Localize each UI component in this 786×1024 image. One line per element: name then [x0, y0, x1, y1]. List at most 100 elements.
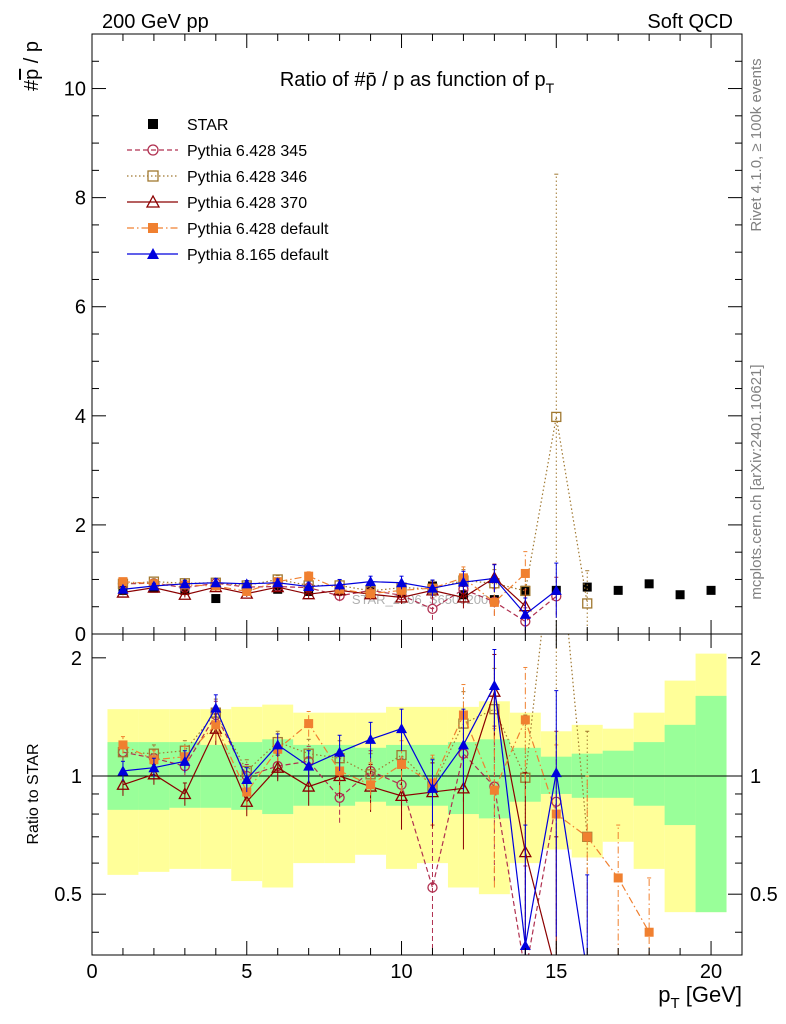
ratio-point-p6def: [613, 873, 623, 883]
main-line-p346: [122, 416, 588, 604]
legend-item-p346: Pythia 6.428 346: [127, 169, 307, 186]
ratio-point-p370: [302, 779, 316, 792]
legend-label-STAR: STAR: [187, 117, 228, 134]
ratio-band-green-segment: [602, 750, 634, 798]
ratio-axes: 0.5 0.51 12 20 5 10 15 20: [54, 634, 778, 983]
main-point-p370: [302, 587, 316, 600]
ratio-point-p6def: [118, 740, 128, 750]
main-point-p346: [551, 411, 562, 423]
main-point-p8: [365, 576, 377, 587]
ratio-point-p8: [550, 767, 562, 778]
ratio-point-p8: [241, 773, 253, 784]
ratio-y-tick-label-right: 0.5: [750, 884, 778, 906]
ratio-point-p6def: [304, 719, 314, 729]
main-y-tick-label: 2: [75, 515, 86, 537]
main-point-STAR: [582, 582, 592, 592]
ratio-point-p370: [178, 787, 192, 800]
main-y-tick-label: 8: [75, 188, 86, 210]
main-point-p8: [272, 577, 284, 588]
main-point-p8: [488, 572, 500, 583]
legend-label-p345: Pythia 6.428 345: [187, 143, 307, 160]
main-point-p8: [550, 584, 562, 595]
main-point-p8: [179, 578, 191, 589]
main-plot-area: [116, 173, 716, 634]
x-axis-label-p: p: [658, 982, 670, 1007]
ratio-y-tick-label-right: 2: [750, 648, 761, 670]
main-point-p8: [241, 578, 253, 589]
legend-label-p6def: Pythia 6.428 default: [187, 221, 329, 238]
ratio-point-p370: [456, 781, 471, 794]
legend-item-p8: Pythia 8.165 default: [127, 247, 329, 264]
main-y-tick-label: 4: [75, 406, 86, 428]
legend-marker-STAR: [148, 119, 158, 129]
legend-item-p6def: Pythia 6.428 default: [127, 221, 329, 238]
main-point-p370: [178, 587, 192, 600]
ratio-line-p8: [122, 683, 586, 955]
ratio-point-p345: [427, 882, 438, 893]
ratio-y-tick-label-right: 1: [750, 766, 761, 788]
ratio-point-p370: [271, 760, 285, 773]
x-axis-label-subscript: T: [670, 995, 679, 1012]
ratio-plot-area: [92, 634, 742, 955]
ratio-point-p8: [303, 760, 315, 771]
side-label-mcplots: mcplots.cern.ch [arXiv:2401.10621]: [748, 364, 765, 599]
main-title-subscript: T: [546, 80, 555, 96]
ratio-panel: 0.5 0.51 12 20 5 10 15 20 Ratio to STAR pT [GeV…: [25, 633, 778, 1012]
legend-marker-p370: [145, 194, 161, 208]
main-point-p6def: [520, 568, 530, 578]
ratio-y-tick-label-left: 1: [71, 766, 82, 788]
x-axis-label-unit: [GeV]: [680, 982, 742, 1007]
legend-item-STAR: STAR: [148, 117, 228, 134]
ratio-line-p345: [122, 713, 557, 955]
ratio-point-p8: [210, 702, 222, 713]
main-point-p346: [582, 598, 593, 609]
main-point-STAR: [613, 585, 623, 595]
main-series-p346: [117, 173, 593, 634]
ratio-point-p370: [147, 767, 161, 780]
ratio-frame: [91, 633, 743, 956]
main-point-p8: [396, 577, 408, 588]
ratio-point-p6def: [489, 785, 499, 795]
ratio-point-p8: [179, 755, 191, 766]
ratio-point-p8: [334, 746, 346, 757]
ratio-point-p6def: [520, 715, 530, 725]
main-point-STAR: [211, 594, 221, 604]
main-line-p370: [122, 577, 526, 607]
main-point-p6def: [397, 585, 407, 595]
ratio-point-p6def: [211, 720, 221, 730]
main-y-label-hash: #: [21, 79, 43, 91]
ratio-point-p8: [148, 762, 160, 773]
ratio-point-p370: [394, 789, 409, 802]
ratio-point-p6def: [397, 759, 407, 769]
legend-marker-p8: [147, 248, 159, 259]
main-y-label-suffix: / p: [21, 41, 43, 69]
legend-label-p8: Pythia 8.165 default: [187, 247, 329, 264]
ratio-line-p346: [122, 634, 588, 837]
x-tick-label: 20: [700, 961, 722, 983]
ratio-series-p8: [117, 649, 590, 955]
main-line-p6def: [122, 573, 526, 604]
ratio-point-p6def: [366, 780, 376, 790]
ratio-band-green-segment: [695, 695, 727, 913]
ratio-point-p6def: [582, 832, 592, 842]
ratio-line-p6def: [122, 713, 650, 933]
ratio-band-green-segment: [633, 742, 665, 806]
main-series-p8: [117, 562, 562, 631]
ratio-point-p6def: [644, 927, 654, 937]
main-point-p345: [427, 603, 438, 615]
header-left: 200 GeV pp: [102, 11, 209, 33]
ratio-point-p370: [116, 777, 130, 790]
main-point-p8: [148, 580, 160, 591]
ratio-point-p8: [117, 765, 129, 776]
ratio-y-tick-label-left: 2: [71, 648, 82, 670]
ratio-point-p8: [396, 723, 408, 734]
main-point-p8: [303, 581, 315, 592]
legend-item-p345: Pythia 6.428 345: [127, 143, 307, 160]
x-tick-label: 5: [241, 961, 252, 983]
legend-marker-p345: [147, 144, 159, 156]
main-point-p8: [117, 583, 129, 594]
ratio-point-p8: [365, 733, 377, 744]
main-title: Ratio of #p̄ / p as function of pT: [280, 69, 555, 96]
